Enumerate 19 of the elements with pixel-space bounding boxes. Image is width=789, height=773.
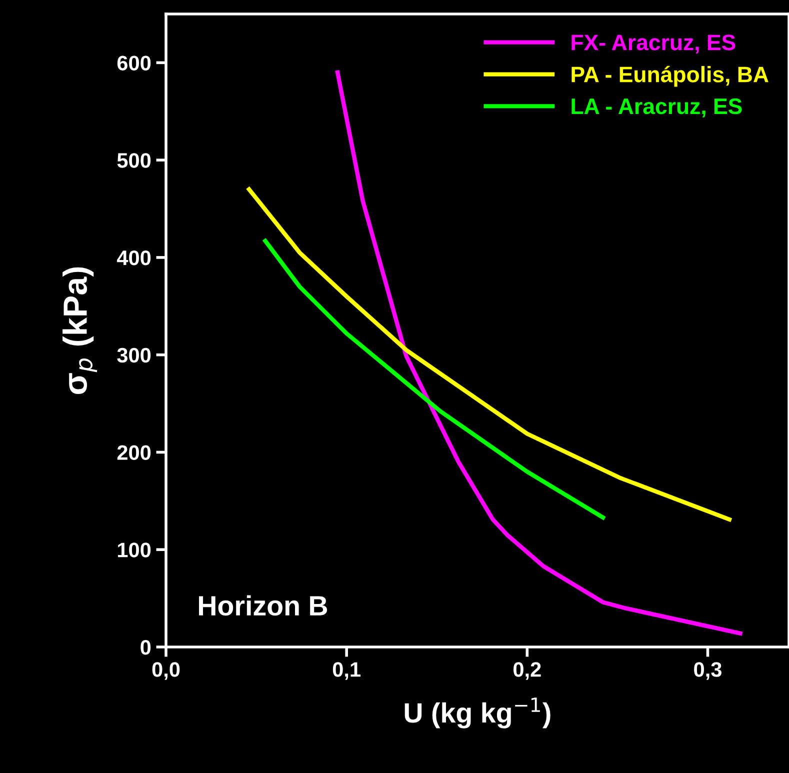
x-tick-label: 0,1 (332, 662, 360, 680)
x-tick-label: 0,0 (152, 662, 180, 680)
y-tick-label: 400 (116, 250, 151, 266)
y-tick-label: 300 (117, 348, 151, 363)
y-tick-label: 200 (117, 445, 151, 460)
x-axis-title: U (kg kg$^{−1}$) (404, 698, 550, 728)
line-series (246, 187, 732, 522)
y-tick-label: 100 (118, 542, 151, 558)
annotation: Horizon B (199, 595, 328, 616)
x-tick-label: 0,3 (694, 662, 722, 680)
legend-label: PA - Eunápolis, BA (572, 66, 768, 87)
line-series (263, 238, 606, 520)
x-tick-label: 0,2 (514, 662, 541, 680)
legend-label: LA - Aracruz, ES (572, 98, 742, 118)
legend-label: FX- Aracruz, ES (572, 34, 736, 54)
y-axis-title: σ$_{p}$ (kPa) (62, 267, 98, 394)
y-tick-label: 500 (117, 153, 151, 168)
y-tick-label: 0 (140, 640, 151, 655)
y-tick-label: 600 (117, 56, 151, 70)
